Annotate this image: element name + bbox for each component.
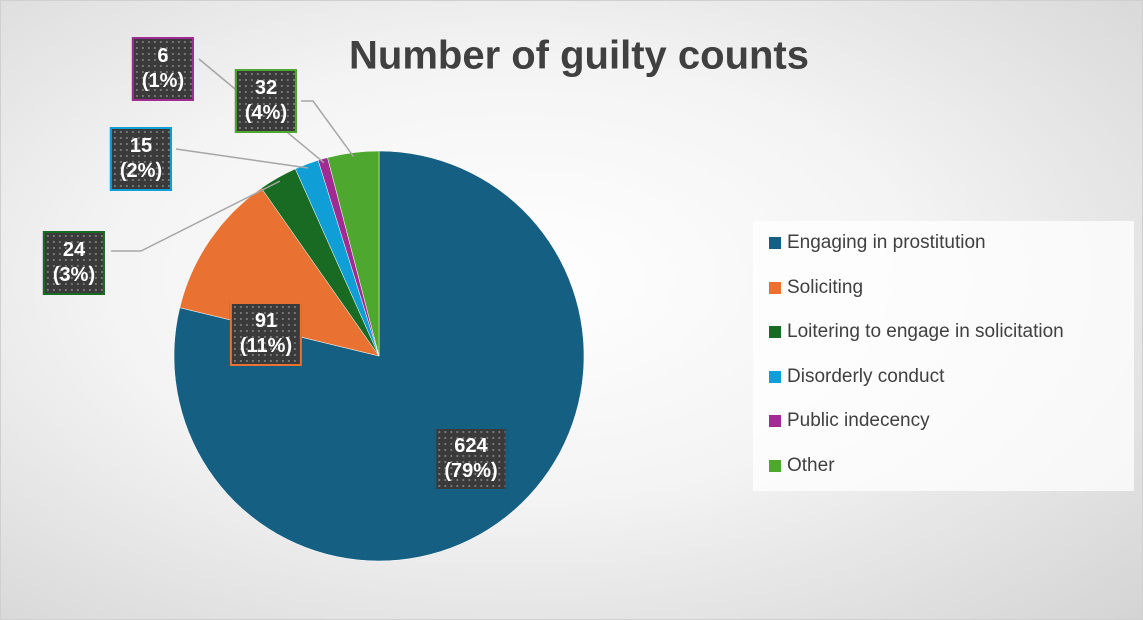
legend-item: Public indecency [769, 409, 930, 433]
legend-label: Public indecency [787, 410, 930, 432]
legend-swatch [769, 237, 781, 249]
data-label: 6 (1%) [131, 37, 195, 101]
chart-title: Number of guilty counts [349, 33, 809, 78]
legend-label: Loitering to engage in solicitation [787, 321, 1064, 343]
leader-line [301, 100, 355, 158]
leader-line [175, 148, 309, 169]
legend-item: Loitering to engage in solicitation [769, 320, 1064, 344]
data-label: 624 (79%) [434, 427, 508, 491]
legend-label: Engaging in prostitution [787, 232, 986, 253]
legend-label: Soliciting [787, 276, 864, 298]
legend-item: Disorderly conduct [769, 365, 944, 389]
pie-slice [327, 150, 380, 357]
legend-swatch [769, 460, 781, 472]
data-label: 32 (4%) [234, 69, 298, 133]
leader-line [111, 180, 281, 252]
legend-swatch [769, 326, 781, 339]
data-label: 15 (2%) [109, 127, 173, 191]
leader-line [198, 58, 325, 164]
data-label: 91 (11%) [229, 302, 303, 366]
legend: Engaging in prostitution Soliciting Loiter… [753, 221, 1134, 491]
legend-item: Other [769, 454, 835, 478]
legend-swatch [769, 415, 781, 428]
legend-item: Engaging in prostitution [769, 231, 986, 255]
legend-label: Other [787, 455, 835, 476]
data-label: 24 (3%) [42, 231, 106, 295]
legend-label: Disorderly conduct [787, 365, 945, 387]
legend-item: Soliciting [769, 276, 863, 300]
legend-swatch [769, 370, 781, 383]
legend-swatch [769, 281, 781, 294]
